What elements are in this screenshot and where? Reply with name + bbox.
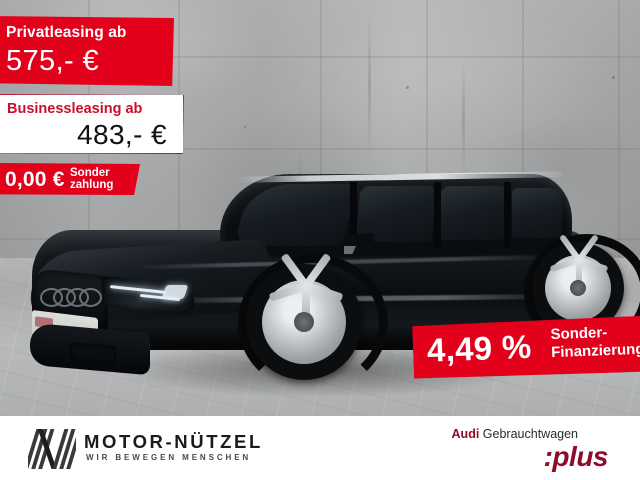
dealer-tagline: WIR BEWEGEN MENSCHEN xyxy=(86,453,252,462)
s-line-badge xyxy=(344,246,356,254)
wheel-hub xyxy=(570,280,586,296)
dealer-name: MOTOR-NÜTZEL xyxy=(84,431,263,452)
front-wheel-arch xyxy=(238,254,388,392)
wall-speck xyxy=(244,126,246,128)
down-payment-banner: 0,00 € Sonder zahlung xyxy=(0,163,140,195)
wall-seam xyxy=(0,148,640,150)
audi-rings-emblem xyxy=(40,288,102,307)
footer-bar: MOTOR-NÜTZEL WIR BEWEGEN MENSCHEN Audi G… xyxy=(0,416,640,480)
business-leasing-value: 483,- € xyxy=(77,119,167,150)
plus-wordmark: :plus xyxy=(543,441,609,472)
wall-streak xyxy=(462,60,465,180)
dealer-logo[interactable]: MOTOR-NÜTZEL WIR BEWEGEN MENSCHEN xyxy=(28,428,268,470)
wall-speck xyxy=(612,76,615,79)
vehicle-photo: Privatleasing ab 575,- € Businessleasing… xyxy=(0,0,640,416)
audi-wordmark: Audi xyxy=(451,427,480,441)
down-payment-note-line1: Sonder xyxy=(70,167,110,179)
wall-seam xyxy=(0,56,640,58)
financing-note-line1: Sonder- xyxy=(550,324,608,344)
wall-seam xyxy=(320,0,322,262)
down-payment-note-line2: zahlung xyxy=(70,179,114,191)
business-leasing-banner: Businessleasing ab 483,- € xyxy=(0,94,184,154)
audi-used-cars-line: Audi Gebrauchtwagen xyxy=(452,427,578,441)
b-pillar xyxy=(434,182,441,248)
wall-streak xyxy=(368,10,371,160)
quarter-window xyxy=(512,188,562,238)
wall-seam xyxy=(426,0,428,262)
c-pillar xyxy=(504,182,511,248)
private-leasing-banner: Privatleasing ab 575,- € xyxy=(0,16,174,86)
wall-seam xyxy=(618,0,620,262)
front-wheel xyxy=(246,252,362,380)
audi-gebrauchtwagen-plus-logo[interactable]: Audi Gebrauchtwagen :plus xyxy=(406,427,612,472)
business-leasing-label: Businessleasing ab xyxy=(7,101,143,117)
motor-nuetzel-mark-icon xyxy=(28,429,76,469)
private-leasing-value: 575,- € xyxy=(6,45,100,77)
gebrauchtwagen-word: Gebrauchtwagen xyxy=(482,427,578,441)
wheel-hub xyxy=(294,312,314,332)
wall-seam xyxy=(522,0,524,262)
financing-rate-banner: 4,49 % Sonder- Finanzierung xyxy=(412,316,640,380)
headlight-lens xyxy=(161,285,189,299)
wall-speck xyxy=(406,86,409,89)
down-payment-value: 0,00 € xyxy=(5,168,65,191)
rear-door-window xyxy=(438,186,508,240)
private-leasing-label: Privatleasing ab xyxy=(6,24,127,41)
financing-rate-value: 4,49 % xyxy=(426,327,533,369)
rear-wheel-arch xyxy=(524,234,640,350)
financing-note-line2: Finanzierung xyxy=(550,340,640,362)
a-pillar xyxy=(350,182,357,248)
